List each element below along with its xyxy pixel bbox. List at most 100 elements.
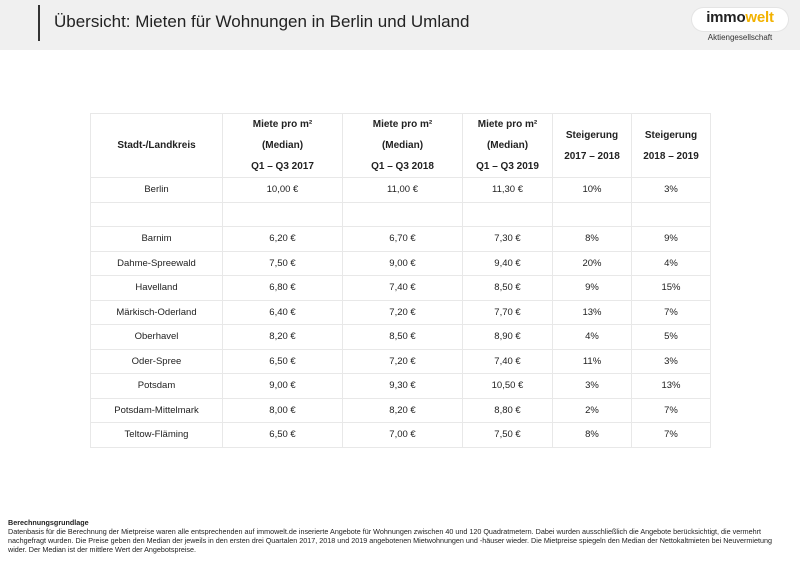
value-cell: 6,80 € [222, 275, 343, 301]
value-cell: 8,90 € [462, 324, 553, 350]
table-header-row: Stadt-/Landkreis Miete pro m² (Median) Q1 –… [90, 113, 711, 178]
table-row: Oder-Spree 6,50 €7,20 €7,40 €11% 3% [90, 348, 711, 374]
value-cell: 9% [552, 275, 632, 301]
value-cell [462, 201, 553, 227]
value-cell: 4% [552, 324, 632, 350]
value-cell: 7,20 € [342, 299, 463, 325]
footer-title: Berechnungsgrundlage [8, 518, 89, 527]
value-cell: 7,50 € [222, 250, 343, 276]
logo-wordmark: immowelt [692, 9, 788, 26]
region-cell: Berlin [90, 177, 223, 203]
region-cell: Barnim [90, 226, 223, 252]
column-header-line: Steigerung [565, 129, 619, 141]
value-cell: 9,00 € [222, 373, 343, 399]
column-header-line: Miete pro m² [372, 119, 433, 130]
value-cell: 3% [552, 373, 632, 399]
page-title: Übersicht: Mieten für Wohnungen in Berli… [54, 12, 470, 31]
table-row: Potsdam 9,00 €9,30 €10,50 €3% 13% [90, 373, 711, 399]
column-header-line: (Median) [261, 140, 304, 151]
value-cell: 8% [552, 226, 632, 252]
column-header-line: Q1 – Q3 2017 [251, 161, 314, 172]
column-header-line: (Median) [381, 140, 424, 151]
value-cell: 6,50 € [222, 422, 343, 448]
table-row: Potsdam-Mittelmark 8,00 €8,20 €8,80 €2% 7% [90, 397, 711, 423]
table-row: Oberhavel 8,20 €8,50 €8,90 €4% 5% [90, 324, 711, 350]
value-cell: 7% [631, 422, 711, 448]
value-cell: 8,50 € [342, 324, 463, 350]
value-cell: 4% [631, 250, 711, 276]
table-row: Havelland 6,80 €7,40 €8,50 €9% 15% [90, 275, 711, 301]
column-header: Steigerung 2018 – 2019 [631, 113, 711, 178]
value-cell [222, 201, 343, 227]
column-header-line: Q1 – Q3 2019 [476, 161, 539, 172]
value-cell: 9,00 € [342, 250, 463, 276]
value-cell: 10,50 € [462, 373, 553, 399]
table-body: Berlin 10,00 €11,00 €11,30 €10% 3% Barnim 6,… [90, 177, 711, 448]
column-header-line: (Median) [486, 140, 529, 151]
value-cell: 5% [631, 324, 711, 350]
immowelt-logo: immowelt Aktiengesellschaft [692, 8, 788, 44]
value-cell: 10,00 € [222, 177, 343, 203]
table-row [90, 201, 711, 227]
value-cell: 9,30 € [342, 373, 463, 399]
value-cell: 6,50 € [222, 348, 343, 374]
value-cell: 6,70 € [342, 226, 463, 252]
logo-word-accent: welt [745, 9, 774, 26]
value-cell: 3% [631, 177, 711, 203]
column-header: Miete pro m² (Median) Q1 – Q3 2018 [342, 113, 463, 178]
column-header-line: Stadt-/Landkreis [117, 140, 196, 151]
value-cell: 8,00 € [222, 397, 343, 423]
value-cell: 3% [631, 348, 711, 374]
region-cell: Teltow-Fläming [90, 422, 223, 448]
column-header: Miete pro m² (Median) Q1 – Q3 2019 [462, 113, 553, 178]
value-cell: 8,80 € [462, 397, 553, 423]
region-cell: Märkisch-Oderland [90, 299, 223, 325]
header-bar: Übersicht: Mieten für Wohnungen in Berli… [0, 0, 800, 50]
region-cell: Oberhavel [90, 324, 223, 350]
logo-word-main: immo [706, 9, 746, 26]
table-row: Dahme-Spreewald 7,50 €9,00 €9,40 €20% 4% [90, 250, 711, 276]
value-cell: 2% [552, 397, 632, 423]
value-cell: 7,40 € [462, 348, 553, 374]
footer-text: Datenbasis für die Berechnung der Mietpr… [8, 527, 772, 554]
value-cell: 7,40 € [342, 275, 463, 301]
column-header-line: Steigerung [644, 129, 698, 141]
value-cell: 7,30 € [462, 226, 553, 252]
value-cell: 8,20 € [342, 397, 463, 423]
value-cell: 11% [552, 348, 632, 374]
table-row: Teltow-Fläming 6,50 €7,00 €7,50 €8% 7% [90, 422, 711, 448]
value-cell: 7,00 € [342, 422, 463, 448]
value-cell [342, 201, 463, 227]
column-header-line: Miete pro m² [252, 119, 313, 130]
value-cell: 7,70 € [462, 299, 553, 325]
column-header: Miete pro m² (Median) Q1 – Q3 2017 [222, 113, 343, 178]
column-header: Stadt-/Landkreis [90, 113, 223, 178]
column-header-line: Q1 – Q3 2018 [371, 161, 434, 172]
value-cell: 11,00 € [342, 177, 463, 203]
value-cell: 8% [552, 422, 632, 448]
value-cell: 7,20 € [342, 348, 463, 374]
column-header: Steigerung 2017 – 2018 [552, 113, 632, 178]
column-header-line: 2017 – 2018 [564, 150, 620, 162]
table-row: Märkisch-Oderland 6,40 €7,20 €7,70 €13% 7% [90, 299, 711, 325]
value-cell: 6,20 € [222, 226, 343, 252]
region-cell: Oder-Spree [90, 348, 223, 374]
region-cell [90, 201, 223, 227]
rent-table: Stadt-/Landkreis Miete pro m² (Median) Q1 –… [90, 113, 711, 448]
title-divider [38, 5, 40, 41]
value-cell: 8,50 € [462, 275, 553, 301]
value-cell: 9,40 € [462, 250, 553, 276]
value-cell: 9% [631, 226, 711, 252]
value-cell: 20% [552, 250, 632, 276]
value-cell: 11,30 € [462, 177, 553, 203]
footer-notes: Berechnungsgrundlage Datenbasis für die … [8, 518, 792, 554]
column-header-line: Miete pro m² [477, 119, 538, 130]
column-header-line: 2018 – 2019 [643, 150, 699, 162]
value-cell: 8,20 € [222, 324, 343, 350]
value-cell: 6,40 € [222, 299, 343, 325]
value-cell: 7% [631, 299, 711, 325]
region-cell: Havelland [90, 275, 223, 301]
value-cell: 7% [631, 397, 711, 423]
region-cell: Potsdam-Mittelmark [90, 397, 223, 423]
value-cell: 13% [552, 299, 632, 325]
